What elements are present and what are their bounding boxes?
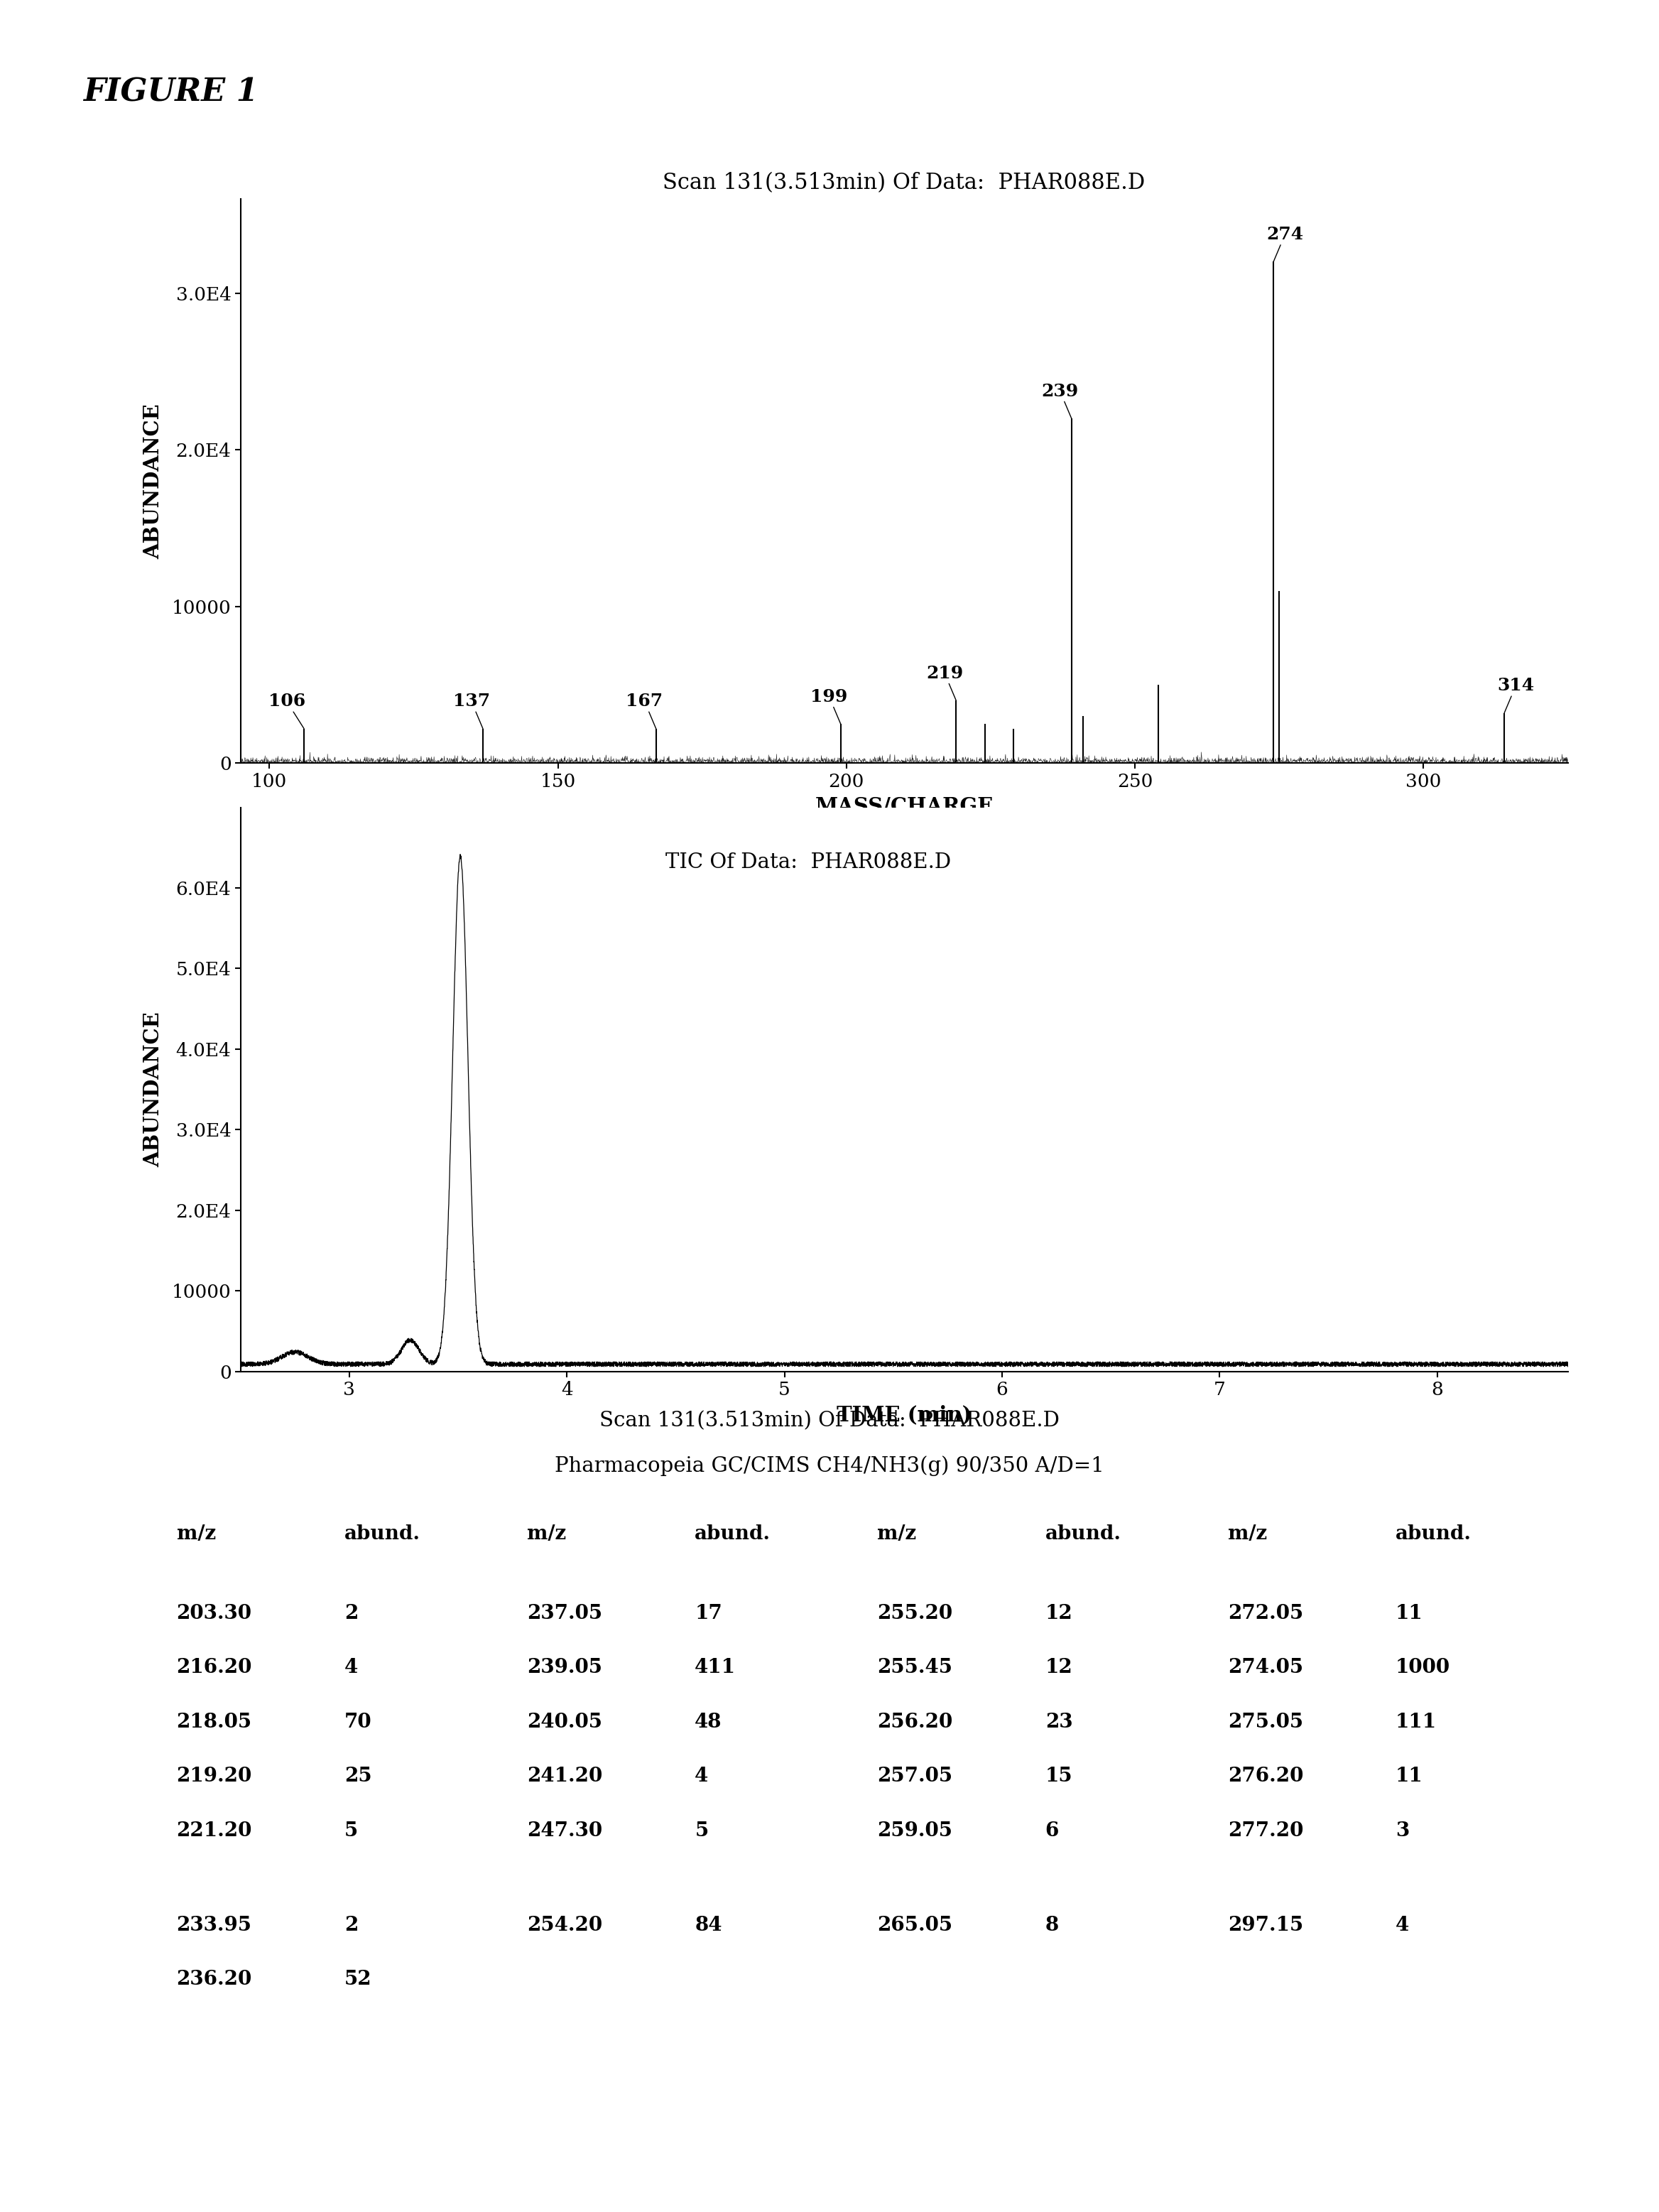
Text: 216.20: 216.20 <box>176 1659 252 1677</box>
Text: 314: 314 <box>1498 677 1535 712</box>
Text: 2: 2 <box>345 1916 358 1935</box>
Text: 297.15: 297.15 <box>1228 1916 1302 1935</box>
Text: FIGURE 1: FIGURE 1 <box>83 77 259 108</box>
Text: 8: 8 <box>1045 1916 1058 1935</box>
Text: m/z: m/z <box>878 1524 916 1544</box>
Text: 247.30: 247.30 <box>528 1820 602 1840</box>
Text: 275.05: 275.05 <box>1228 1712 1302 1732</box>
X-axis label: TIME (min): TIME (min) <box>836 1405 972 1425</box>
Text: 256.20: 256.20 <box>878 1712 952 1732</box>
Text: 23: 23 <box>1045 1712 1073 1732</box>
Text: 219: 219 <box>926 664 964 701</box>
Text: 48: 48 <box>695 1712 722 1732</box>
Text: 4: 4 <box>1395 1916 1408 1935</box>
Text: 11: 11 <box>1395 1604 1423 1624</box>
Text: 240.05: 240.05 <box>528 1712 602 1732</box>
Text: 15: 15 <box>1045 1767 1073 1785</box>
Text: 12: 12 <box>1045 1604 1073 1624</box>
Text: 5: 5 <box>345 1820 358 1840</box>
Text: 233.95: 233.95 <box>176 1916 252 1935</box>
Text: 199: 199 <box>811 688 848 723</box>
Text: abund.: abund. <box>345 1524 420 1544</box>
Text: 17: 17 <box>695 1604 722 1624</box>
Text: 3: 3 <box>1395 1820 1408 1840</box>
Text: 257.05: 257.05 <box>878 1767 952 1785</box>
Text: 239: 239 <box>1042 383 1078 418</box>
Text: abund.: abund. <box>695 1524 771 1544</box>
Text: 203.30: 203.30 <box>176 1604 252 1624</box>
Text: 84: 84 <box>695 1916 722 1935</box>
Text: 255.20: 255.20 <box>878 1604 952 1624</box>
Text: 2: 2 <box>345 1604 358 1624</box>
Text: 11: 11 <box>1395 1767 1423 1785</box>
Text: 111: 111 <box>1395 1712 1437 1732</box>
Text: abund.: abund. <box>1395 1524 1472 1544</box>
X-axis label: MASS/CHARGE: MASS/CHARGE <box>815 796 994 816</box>
Text: 12: 12 <box>1045 1659 1073 1677</box>
Text: 221.20: 221.20 <box>176 1820 252 1840</box>
Text: 254.20: 254.20 <box>528 1916 602 1935</box>
Text: 277.20: 277.20 <box>1228 1820 1304 1840</box>
Text: 239.05: 239.05 <box>528 1659 602 1677</box>
Text: 106: 106 <box>269 692 305 728</box>
Text: TIC Of Data:  PHAR088E.D: TIC Of Data: PHAR088E.D <box>665 852 951 872</box>
Text: m/z: m/z <box>528 1524 566 1544</box>
Text: 218.05: 218.05 <box>176 1712 252 1732</box>
Text: 4: 4 <box>345 1659 358 1677</box>
Y-axis label: ABUNDANCE: ABUNDANCE <box>143 1011 164 1168</box>
Text: 4: 4 <box>695 1767 708 1785</box>
Text: 70: 70 <box>345 1712 372 1732</box>
Text: 236.20: 236.20 <box>176 1971 252 1989</box>
Text: 25: 25 <box>345 1767 372 1785</box>
Text: 237.05: 237.05 <box>528 1604 602 1624</box>
Text: Pharmacopeia GC/CIMS CH4/NH3(g) 90/350 A/D=1: Pharmacopeia GC/CIMS CH4/NH3(g) 90/350 A… <box>554 1455 1105 1475</box>
Text: 1000: 1000 <box>1395 1659 1450 1677</box>
Text: 272.05: 272.05 <box>1228 1604 1302 1624</box>
Text: 219.20: 219.20 <box>176 1767 252 1785</box>
Text: 52: 52 <box>345 1971 372 1989</box>
Text: 276.20: 276.20 <box>1228 1767 1304 1785</box>
Text: 255.45: 255.45 <box>878 1659 952 1677</box>
Text: abund.: abund. <box>1045 1524 1121 1544</box>
Title: Scan 131(3.513min) Of Data:  PHAR088E.D: Scan 131(3.513min) Of Data: PHAR088E.D <box>664 173 1145 195</box>
Text: 5: 5 <box>695 1820 708 1840</box>
Text: m/z: m/z <box>1228 1524 1267 1544</box>
Text: 274.05: 274.05 <box>1228 1659 1302 1677</box>
Text: 274: 274 <box>1266 226 1304 261</box>
Text: 265.05: 265.05 <box>878 1916 952 1935</box>
Text: 411: 411 <box>695 1659 737 1677</box>
Text: 137: 137 <box>453 692 489 728</box>
Text: 6: 6 <box>1045 1820 1058 1840</box>
Text: 259.05: 259.05 <box>878 1820 952 1840</box>
Text: Scan 131(3.513min) Of Data:  PHAR088E.D: Scan 131(3.513min) Of Data: PHAR088E.D <box>599 1411 1060 1431</box>
Y-axis label: ABUNDANCE: ABUNDANCE <box>143 403 164 560</box>
Text: 167: 167 <box>625 692 664 728</box>
Text: 241.20: 241.20 <box>528 1767 602 1785</box>
Text: m/z: m/z <box>176 1524 216 1544</box>
